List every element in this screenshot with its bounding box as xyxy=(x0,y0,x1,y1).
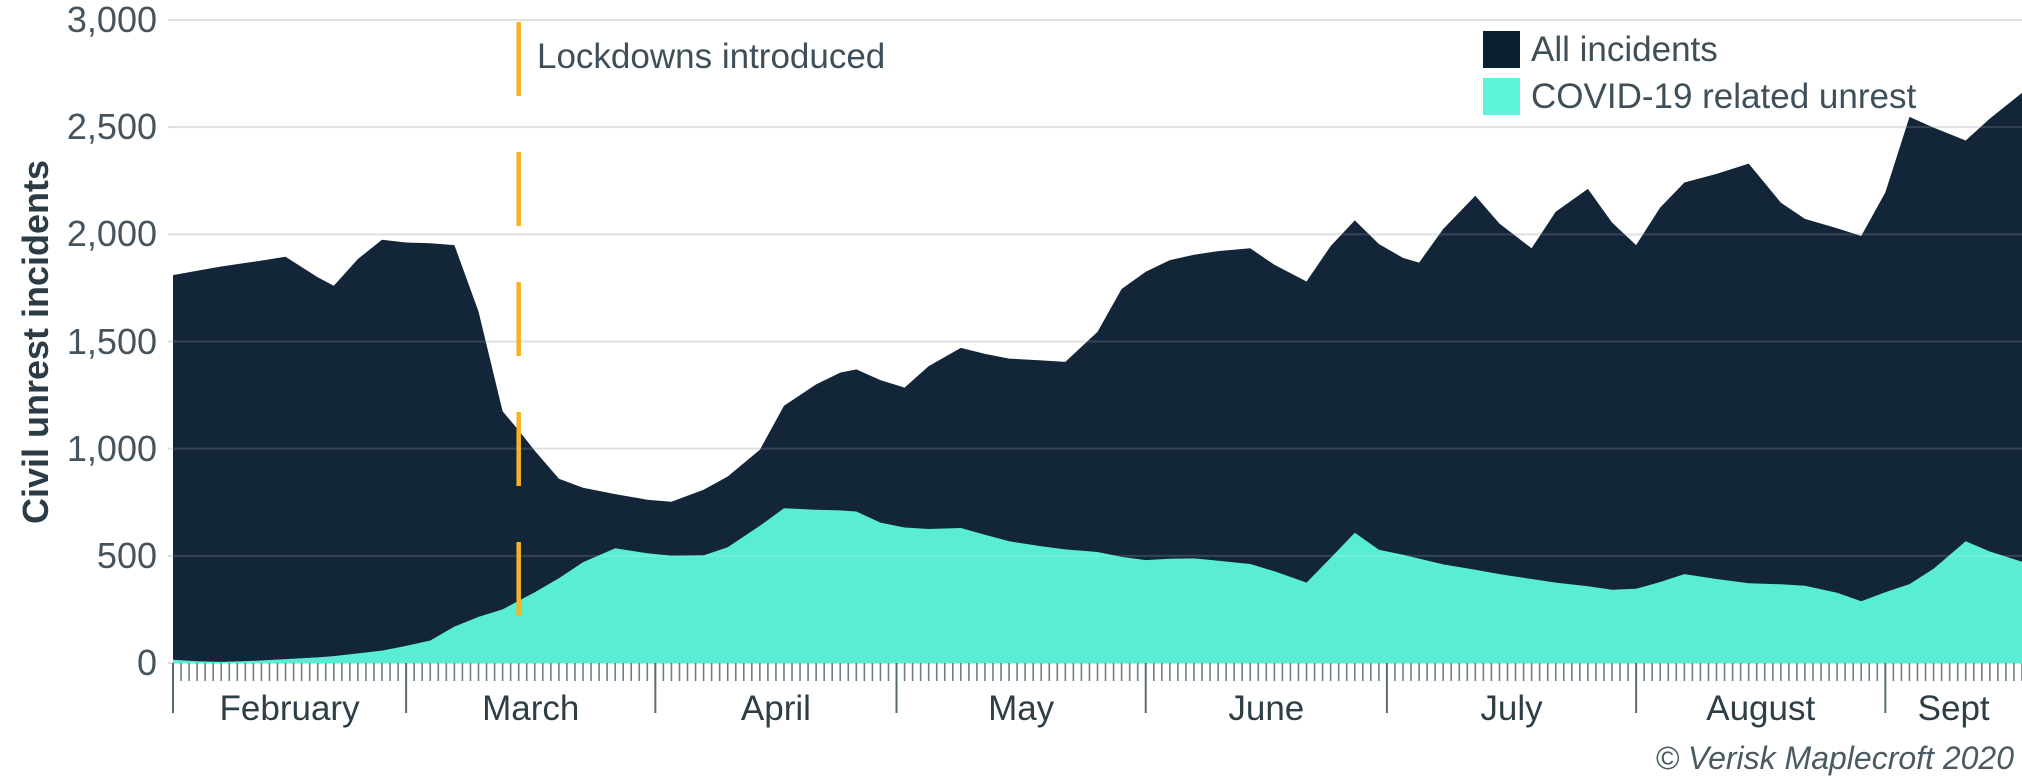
y-axis-label: 2,000 xyxy=(66,213,157,255)
x-axis-label: August xyxy=(1706,689,1816,728)
area-all-incidents xyxy=(173,92,2022,663)
x-axis-label: Sept xyxy=(1917,689,1990,728)
legend-item-covid-unrest: COVID-19 related unrest xyxy=(1483,76,1916,116)
y-axis-label: 3,000 xyxy=(66,0,157,40)
chart-legend: All incidents COVID-19 related unrest xyxy=(1483,29,1916,123)
y-axis-label: 2,500 xyxy=(66,106,157,148)
legend-item-all-incidents: All incidents xyxy=(1483,29,1916,69)
copyright-credit: © Verisk Maplecroft 2020 xyxy=(1655,740,2014,776)
y-axis-label: 500 xyxy=(96,534,157,576)
x-axis-label: April xyxy=(740,689,811,728)
x-axis-label: May xyxy=(988,689,1055,728)
lockdowns-annotation-label: Lockdowns introduced xyxy=(537,37,886,76)
x-axis-label: February xyxy=(219,689,360,728)
x-axis-label: March xyxy=(482,689,580,728)
y-axis-label: 0 xyxy=(136,642,157,683)
legend-label-all-incidents: All incidents xyxy=(1531,29,1718,69)
x-axis-label: June xyxy=(1228,689,1305,728)
area-covid-unrest xyxy=(173,508,2022,663)
legend-swatch-all-incidents xyxy=(1483,30,1520,68)
y-axis-label: 1,000 xyxy=(66,427,157,469)
x-axis-label: July xyxy=(1480,689,1543,728)
y-axis-label: 1,500 xyxy=(66,320,157,362)
legend-label-covid-unrest: COVID-19 related unrest xyxy=(1531,76,1917,116)
legend-swatch-covid-unrest xyxy=(1483,77,1520,115)
